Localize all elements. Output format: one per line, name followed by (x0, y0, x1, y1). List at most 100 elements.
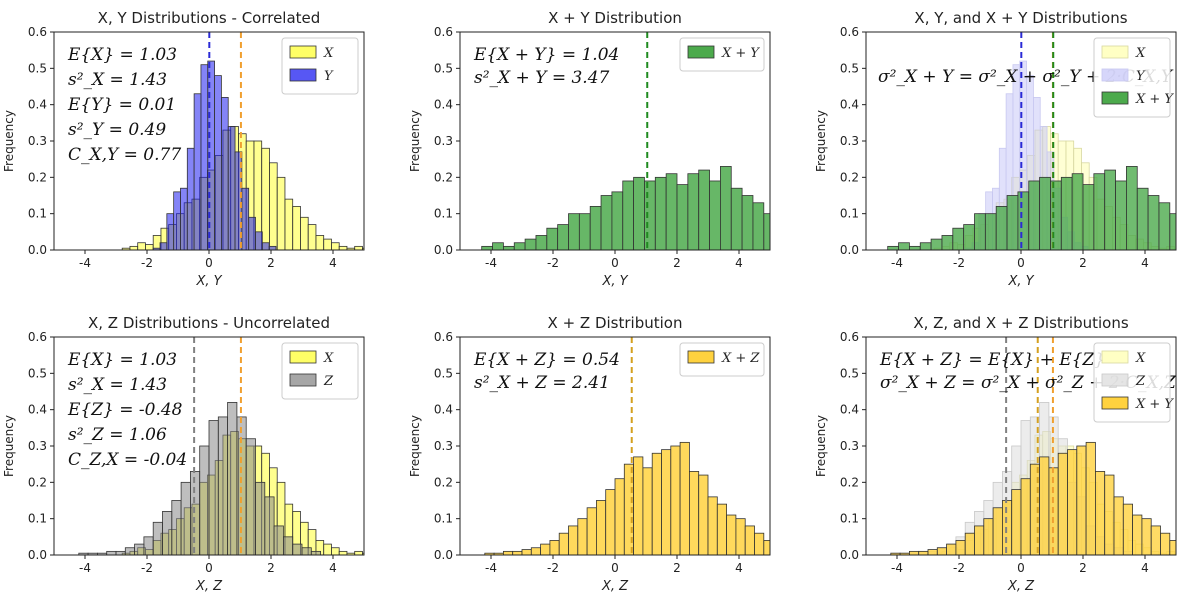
legend-swatch (289, 350, 317, 364)
histogram-bar (512, 550, 523, 556)
histogram-bar (600, 195, 613, 251)
histogram-bar (887, 245, 899, 251)
histogram-bar (307, 224, 317, 251)
histogram-bar (1147, 195, 1160, 251)
histogram-bar (546, 227, 559, 251)
histogram-bar (180, 187, 188, 251)
stat-annotation: E{X} = 1.03 (67, 45, 177, 65)
y-tick-label: 0.4 (28, 403, 47, 417)
subplot-p4: -4 -2 0 2 4 0.0 0.1 0.2 0.3 0.4 0.5 0.6 X, Z Distrib… (2, 314, 365, 594)
legend-swatch (1101, 68, 1129, 82)
y-axis-label: Frequency (814, 110, 828, 172)
histogram-bar (521, 549, 532, 556)
histogram-bar (709, 180, 721, 251)
legend: X + Y (679, 37, 765, 72)
histogram-bar (1160, 532, 1171, 556)
y-tick-label: 0.0 (840, 243, 859, 257)
histogram-bar (654, 176, 667, 251)
x-tick-label: 2 (1079, 561, 1087, 575)
y-tick-label: 0.2 (28, 475, 47, 489)
legend-swatch (1101, 350, 1129, 364)
x-tick-label: -2 (547, 561, 559, 575)
y-tick-label: 0.3 (434, 134, 453, 148)
histogram-bar (730, 187, 743, 251)
y-tick-label: 0.4 (840, 403, 859, 417)
chart-title: X, Z Distributions - Uncorrelated (88, 314, 330, 332)
histogram-bar (193, 93, 202, 251)
histogram-bar (171, 500, 182, 556)
x-tick-label: 2 (673, 561, 681, 575)
y-tick-label: 0.1 (28, 207, 47, 221)
y-tick-label: 0.5 (28, 61, 47, 75)
histogram-bar (1113, 496, 1124, 556)
histogram-bar (273, 525, 284, 556)
legend: XY X + Y (1093, 37, 1174, 118)
histogram-bar (720, 166, 732, 251)
histogram-bar (159, 242, 168, 251)
histogram-bar (927, 549, 938, 556)
series-xy (887, 166, 1177, 251)
histogram-bar (106, 550, 117, 556)
histogram-bar (1169, 213, 1177, 251)
histogram-bar (1158, 202, 1171, 251)
x-axis-label: X, Z (195, 579, 223, 594)
y-tick-label: 0.1 (840, 207, 859, 221)
histogram-bar (918, 550, 929, 556)
subplot-p2: -4 -2 0 2 4 0.0 0.1 0.2 0.3 0.4 0.5 0.6 X + Y Distri… (408, 9, 771, 289)
x-axis-label: X, Y (195, 274, 222, 289)
histogram-bar (268, 245, 277, 251)
subplot-p3: -4 -2 0 2 4 0.0 0.1 0.2 0.3 0.4 0.5 0.6 X, Y, and X … (814, 9, 1177, 289)
legend-swatch (1101, 91, 1129, 105)
histogram-bar (245, 438, 256, 556)
y-tick-label: 0.1 (434, 512, 453, 526)
histogram-bar (1085, 441, 1096, 556)
histogram-bar (1126, 166, 1138, 251)
histogram-bar (1150, 525, 1161, 556)
y-axis-label: Frequency (408, 415, 422, 477)
histogram-bar (1076, 445, 1087, 556)
histogram-bar (589, 205, 602, 251)
histogram-bar (492, 242, 504, 251)
series-y (152, 60, 277, 251)
x-tick-label: 2 (673, 256, 681, 270)
legend-label: X + Y (721, 46, 760, 61)
histogram-bar (227, 126, 236, 251)
y-tick-label: 0.2 (28, 170, 47, 184)
stat-annotation: E{X} = 1.03 (67, 350, 177, 370)
histogram-bar (481, 245, 493, 251)
legend-swatch (289, 68, 317, 82)
y-tick-label: 0.0 (434, 243, 453, 257)
histogram-bar (974, 525, 985, 556)
x-tick-label: -4 (79, 256, 91, 270)
x-tick-label: 0 (611, 561, 619, 575)
legend-label: X + Y (1135, 397, 1174, 412)
histogram-bar (292, 543, 303, 556)
histogram-bar (331, 242, 340, 251)
histogram-bar (124, 547, 136, 556)
histogram-bar (143, 536, 154, 556)
x-tick-label: -2 (953, 561, 965, 575)
histogram-bar (261, 147, 270, 251)
y-tick-label: 0.3 (434, 439, 453, 453)
x-axis-label: X, Y (601, 274, 628, 289)
x-tick-label: 0 (205, 561, 213, 575)
histogram-bar (1006, 195, 1019, 251)
stat-annotation: s²_X + Z = 2.41 (474, 373, 610, 393)
histogram-bar (622, 180, 635, 251)
histogram-bar (698, 169, 710, 251)
histogram-bar (166, 213, 175, 251)
histogram-bar (568, 525, 579, 556)
histogram-bar (763, 540, 771, 556)
y-tick-label: 0.5 (840, 366, 859, 380)
y-tick-label: 0.0 (434, 548, 453, 562)
histogram-bar (1039, 456, 1050, 556)
legend-swatch (1101, 373, 1129, 387)
x-tick-label: -4 (79, 561, 91, 575)
histogram-bar (1104, 474, 1115, 556)
histogram-bar (665, 173, 678, 251)
histogram-bar (995, 205, 1008, 251)
histogram-bar (726, 514, 737, 556)
histogram-bar (611, 191, 624, 251)
histogram-bar (930, 238, 943, 251)
legend-label: X (323, 351, 334, 366)
